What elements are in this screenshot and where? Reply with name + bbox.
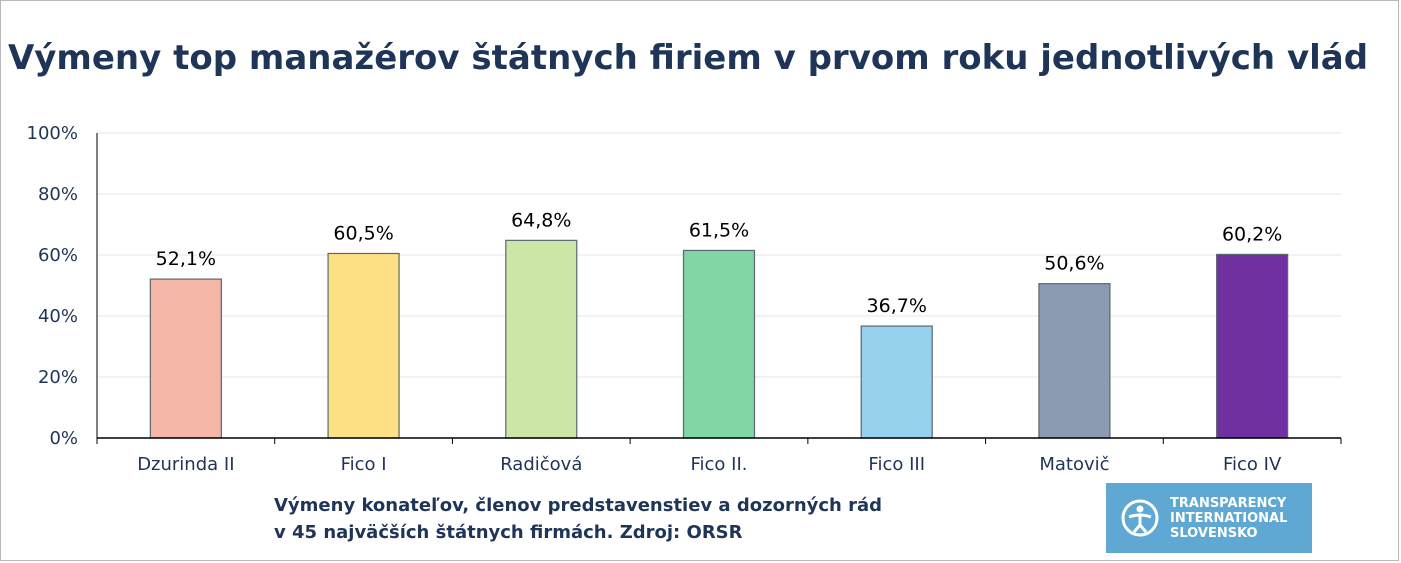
data-label: 50,6% [1044,253,1104,275]
y-tick-label: 0% [49,428,78,449]
data-label: 64,8% [511,209,571,231]
x-tick-label: Matovič [1039,454,1109,475]
x-tick-label: Dzurinda II [137,454,234,475]
bar [1038,283,1111,439]
y-tick-label: 60% [38,245,78,266]
chart-title: Výmeny top manažérov štátnych firiem v p… [7,38,1369,78]
bar [505,239,578,439]
transparency-international-logo: TRANSPARENCY INTERNATIONAL SLOVENSKO [1106,483,1312,553]
y-tick-label: 20% [38,367,78,388]
data-label: 61,5% [689,219,749,241]
data-label: 36,7% [867,295,927,317]
data-label: 60,5% [333,222,393,244]
y-tick-label: 80% [38,184,78,205]
x-tick-label: Fico III [868,454,925,475]
logo-text: TRANSPARENCY INTERNATIONAL SLOVENSKO [1170,496,1287,541]
bar [860,325,933,439]
bar [682,249,756,439]
logo-line-1: TRANSPARENCY [1170,496,1287,511]
x-tick-label: Radičová [500,454,582,475]
logo-line-3: SLOVENSKO [1170,526,1258,541]
bar [327,252,400,439]
footnote-line-1: Výmeny konateľov, členov predstavenstiev… [274,495,883,516]
data-label: 60,2% [1222,223,1282,245]
y-tick-label: 100% [27,123,78,144]
x-tick-label: Fico I [341,454,387,475]
footnote-line-2: v 45 najväčších štátnych firmách. Zdroj:… [274,522,743,543]
chart-footnote: Výmeny konateľov, členov predstavenstiev… [274,492,882,546]
data-label: 52,1% [156,248,216,270]
logo-line-2: INTERNATIONAL [1170,511,1288,526]
globe-icon [1121,499,1159,537]
bar [149,278,222,439]
y-tick-label: 40% [38,306,78,327]
x-tick-label: Fico II. [690,454,747,475]
x-tick-label: Fico IV [1223,454,1282,475]
bar [1216,253,1289,439]
